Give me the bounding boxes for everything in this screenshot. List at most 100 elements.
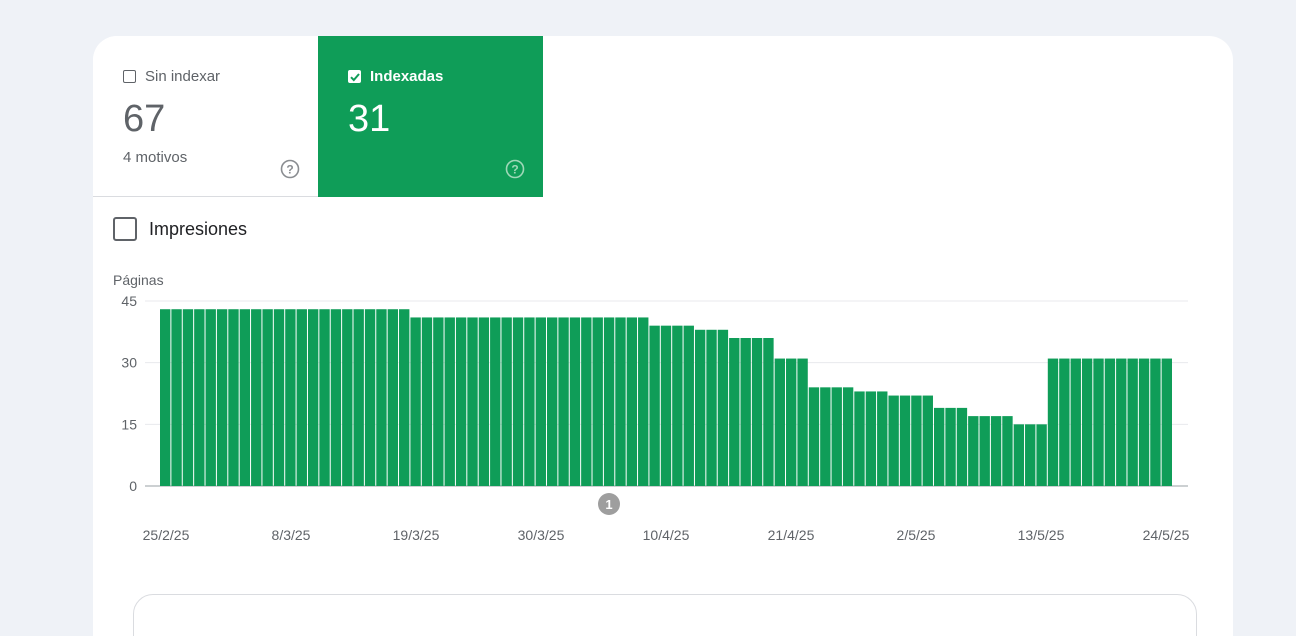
bar[interactable]	[387, 309, 399, 486]
bar[interactable]	[364, 309, 376, 486]
bar[interactable]	[376, 309, 387, 486]
bar[interactable]	[1081, 358, 1093, 486]
bar[interactable]	[490, 317, 501, 486]
bar[interactable]	[763, 338, 774, 486]
bar[interactable]	[899, 395, 911, 486]
bar[interactable]	[945, 407, 956, 486]
y-tick-label: 0	[129, 478, 137, 494]
bar[interactable]	[786, 358, 797, 486]
bar[interactable]	[1138, 358, 1150, 486]
bar[interactable]	[626, 317, 638, 486]
bar[interactable]	[1093, 358, 1104, 486]
bar[interactable]	[1104, 358, 1116, 486]
bar[interactable]	[296, 309, 307, 486]
bar[interactable]	[581, 317, 592, 486]
bar[interactable]	[842, 387, 854, 486]
bar[interactable]	[797, 358, 808, 486]
bar[interactable]	[990, 416, 1002, 486]
impressions-toggle[interactable]: Impresiones	[113, 217, 247, 241]
bar[interactable]	[421, 317, 433, 486]
bar[interactable]	[546, 317, 558, 486]
tab-indexed[interactable]: Indexadas 31 ?	[318, 36, 543, 197]
bar[interactable]	[933, 407, 945, 486]
bar[interactable]	[1116, 358, 1127, 486]
bar[interactable]	[512, 317, 524, 486]
bar[interactable]	[740, 338, 751, 486]
bar[interactable]	[433, 317, 444, 486]
checkbox-indexed[interactable]	[348, 70, 361, 83]
bar[interactable]	[478, 317, 490, 486]
bar[interactable]	[569, 317, 581, 486]
bar[interactable]	[410, 317, 421, 486]
help-icon[interactable]: ?	[505, 159, 525, 179]
bar[interactable]	[774, 358, 786, 486]
bar[interactable]	[524, 317, 535, 486]
bar[interactable]	[399, 309, 410, 486]
bar[interactable]	[216, 309, 228, 486]
bar[interactable]	[1047, 358, 1059, 486]
bar[interactable]	[968, 416, 979, 486]
bar[interactable]	[1036, 424, 1047, 486]
bar[interactable]	[751, 338, 763, 486]
bar[interactable]	[865, 391, 877, 486]
checkbox-not-indexed[interactable]	[123, 70, 136, 83]
bar[interactable]	[1127, 358, 1138, 486]
bar[interactable]	[160, 309, 171, 486]
bar[interactable]	[956, 407, 968, 486]
x-tick-label: 8/3/25	[272, 527, 311, 543]
bar[interactable]	[1025, 424, 1036, 486]
bar[interactable]	[660, 325, 672, 486]
bar[interactable]	[979, 416, 990, 486]
bar[interactable]	[1002, 416, 1013, 486]
bar[interactable]	[455, 317, 467, 486]
bar[interactable]	[1150, 358, 1161, 486]
bar[interactable]	[182, 309, 194, 486]
bar[interactable]	[251, 309, 262, 486]
bar[interactable]	[228, 309, 239, 486]
bar[interactable]	[808, 387, 820, 486]
bar[interactable]	[1070, 358, 1081, 486]
bar[interactable]	[638, 317, 649, 486]
bar[interactable]	[592, 317, 603, 486]
bar[interactable]	[694, 329, 706, 486]
bar[interactable]	[729, 338, 740, 486]
bar[interactable]	[615, 317, 626, 486]
bar[interactable]	[672, 325, 683, 486]
bar[interactable]	[1161, 358, 1172, 486]
bar[interactable]	[877, 391, 888, 486]
bar[interactable]	[535, 317, 546, 486]
help-icon[interactable]: ?	[280, 159, 300, 179]
bar[interactable]	[262, 309, 273, 486]
bar[interactable]	[888, 395, 899, 486]
bar[interactable]	[319, 309, 330, 486]
bar[interactable]	[205, 309, 216, 486]
bar[interactable]	[353, 309, 364, 486]
bar[interactable]	[444, 317, 455, 486]
bar[interactable]	[683, 325, 694, 486]
bar[interactable]	[1013, 424, 1025, 486]
bar[interactable]	[330, 309, 342, 486]
checkbox-impressions[interactable]	[113, 217, 137, 241]
bar[interactable]	[649, 325, 660, 486]
bar[interactable]	[285, 309, 296, 486]
bar[interactable]	[467, 317, 478, 486]
bar[interactable]	[603, 317, 615, 486]
bar[interactable]	[820, 387, 831, 486]
bar[interactable]	[307, 309, 319, 486]
annotation-marker[interactable]	[598, 493, 620, 515]
bar[interactable]	[239, 309, 251, 486]
bar[interactable]	[501, 317, 512, 486]
bar[interactable]	[922, 395, 933, 486]
bar[interactable]	[342, 309, 353, 486]
bar[interactable]	[194, 309, 205, 486]
bar[interactable]	[854, 391, 865, 486]
bar[interactable]	[831, 387, 842, 486]
bar[interactable]	[717, 329, 729, 486]
bar[interactable]	[706, 329, 717, 486]
bar[interactable]	[171, 309, 182, 486]
bar[interactable]	[273, 309, 285, 486]
bar[interactable]	[911, 395, 922, 486]
bar[interactable]	[1059, 358, 1070, 486]
bar[interactable]	[558, 317, 569, 486]
tab-not-indexed[interactable]: Sin indexar 67 4 motivos ?	[93, 36, 318, 197]
